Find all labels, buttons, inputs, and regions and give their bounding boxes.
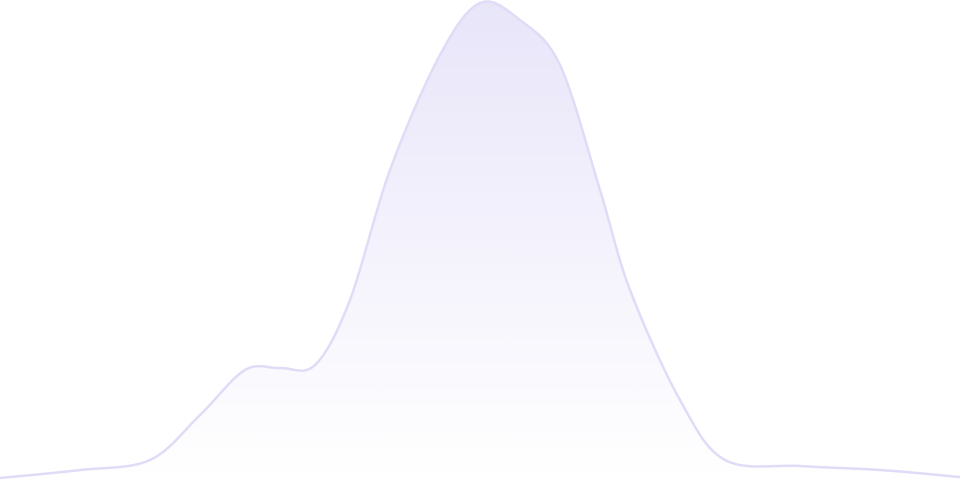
area-fill [0,1,960,480]
area-line [0,0,960,480]
chart [0,0,960,480]
